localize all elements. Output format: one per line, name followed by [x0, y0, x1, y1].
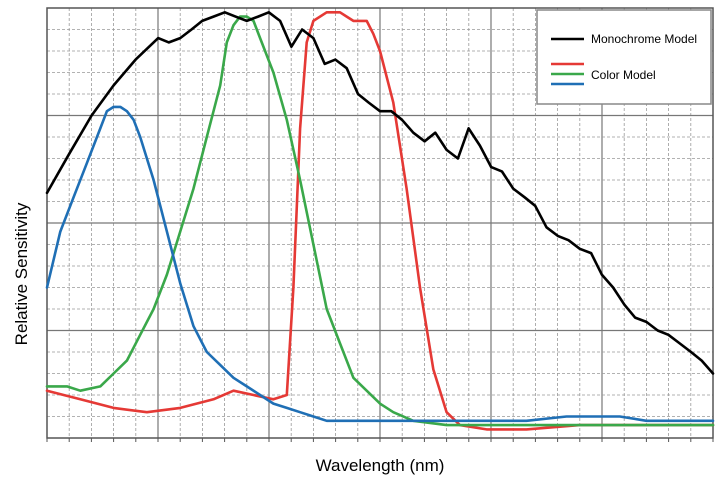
legend-label-color: Color Model	[591, 68, 656, 82]
legend-box	[537, 10, 711, 104]
legend: Monochrome Model Color Model	[537, 10, 711, 104]
x-axis-title: Wavelength (nm)	[316, 456, 445, 475]
legend-label-monochrome: Monochrome Model	[591, 32, 697, 46]
y-axis-title: Relative Sensitivity	[12, 202, 31, 345]
